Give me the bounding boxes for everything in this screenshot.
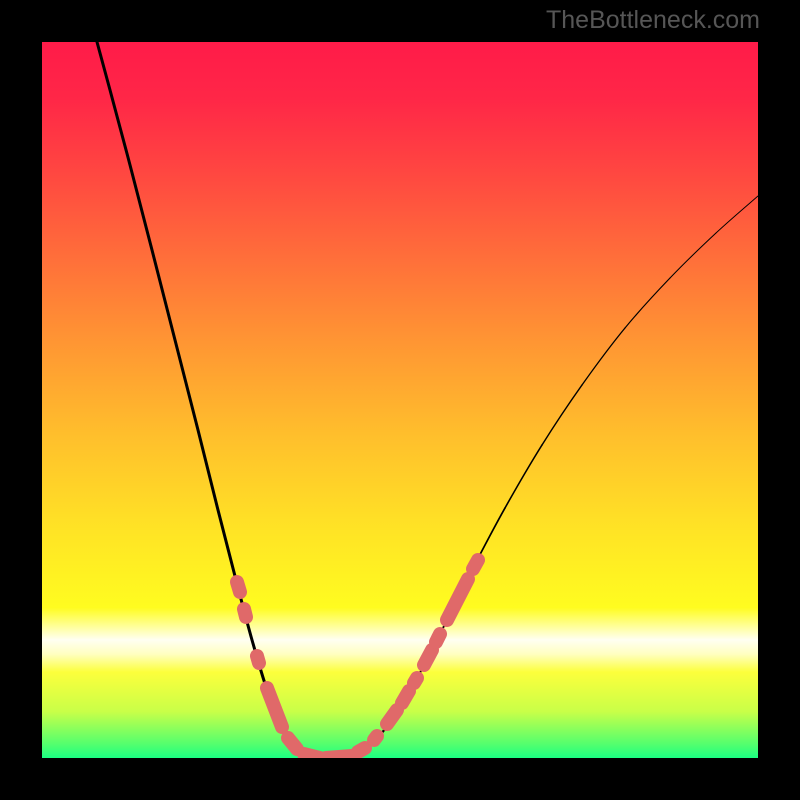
data-marker [326, 756, 352, 758]
data-marker [304, 754, 320, 758]
data-marker [414, 678, 417, 683]
data-marker [473, 560, 478, 569]
data-marker [402, 691, 409, 703]
data-marker [436, 634, 440, 642]
chart-svg [0, 0, 800, 800]
watermark-text: TheBottleneck.com [546, 6, 760, 35]
data-marker [387, 710, 397, 724]
data-marker [244, 609, 246, 617]
chart-container: TheBottleneck.com [0, 0, 800, 800]
data-marker [237, 582, 240, 592]
data-marker [288, 738, 297, 749]
data-marker [424, 650, 432, 665]
data-marker [374, 736, 377, 740]
data-marker [257, 656, 259, 663]
plot-background [42, 42, 758, 758]
data-marker [358, 748, 365, 752]
